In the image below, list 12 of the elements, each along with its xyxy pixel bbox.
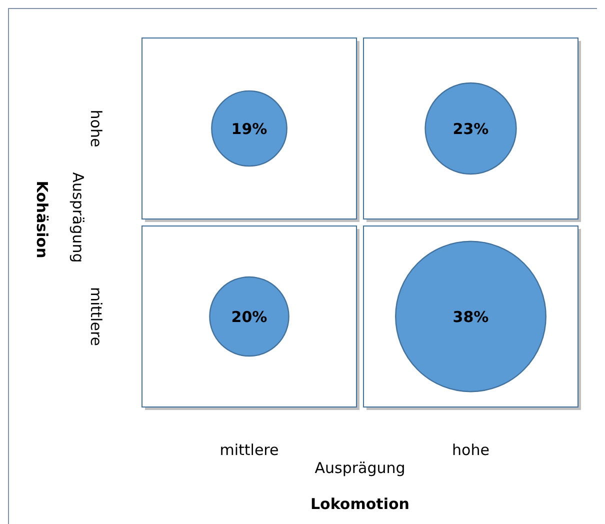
- category-label: hohe: [86, 110, 105, 148]
- text: Ausprägung: [314, 459, 406, 477]
- category-label: hohe: [452, 441, 490, 459]
- data-label: 38%: [452, 308, 489, 326]
- data-label: 20%: [231, 308, 268, 326]
- text: Lokomotion: [310, 495, 410, 513]
- data-label: 23%: [452, 120, 489, 138]
- category-label: mittlere: [220, 441, 279, 459]
- text: Ausprägung: [68, 172, 87, 263]
- data-label: 19%: [231, 120, 268, 138]
- category-label: mittlere: [86, 286, 105, 346]
- text: Kohäsion: [32, 180, 51, 258]
